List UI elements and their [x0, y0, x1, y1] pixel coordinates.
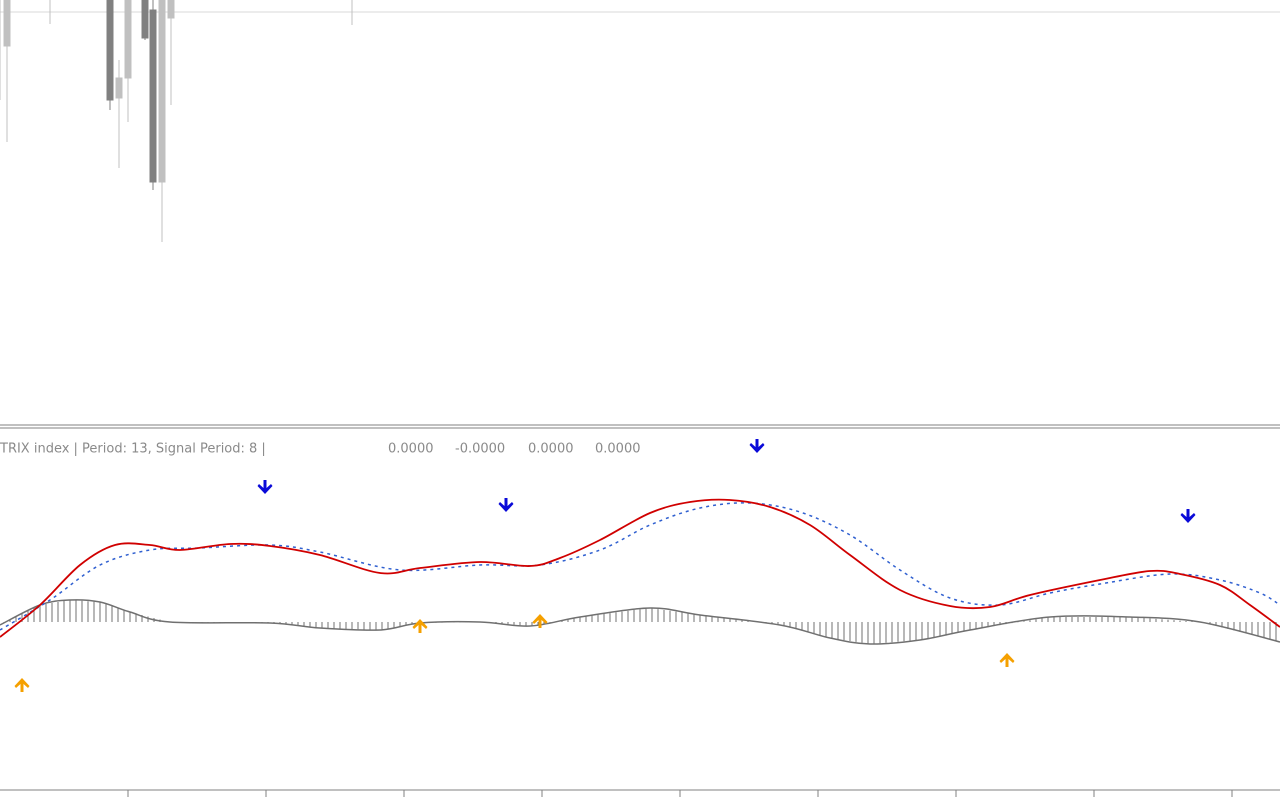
indicator-label: TRIX index | Period: 13, Signal Period: … [0, 442, 266, 457]
sell-arrow [257, 480, 273, 494]
buy-arrow [412, 619, 428, 633]
candle [115, 77, 123, 99]
sell-arrow [498, 498, 514, 512]
buy-arrow [14, 678, 30, 692]
sell-arrow [749, 439, 765, 453]
signal-line [0, 502, 1280, 631]
candle [149, 9, 157, 183]
candle [3, 0, 11, 47]
candle [106, 0, 114, 101]
candle [158, 0, 166, 183]
indicator-value: 0.0000 [595, 442, 641, 457]
price-pane [0, 0, 1280, 242]
candle [141, 0, 149, 39]
candle [124, 0, 132, 79]
buy-arrow [532, 614, 548, 628]
indicator-value: 0.0000 [528, 442, 574, 457]
indicator-value: -0.0000 [455, 442, 505, 457]
candle [167, 0, 175, 19]
trix-line [0, 498, 1280, 638]
indicator-value: 0.0000 [388, 442, 434, 457]
signal-arrows [14, 439, 1196, 692]
candles [0, 0, 353, 242]
histogram-outline [0, 599, 1280, 645]
time-ticks [127, 790, 1233, 797]
buy-arrow [999, 653, 1015, 667]
sell-arrow [1180, 509, 1196, 523]
